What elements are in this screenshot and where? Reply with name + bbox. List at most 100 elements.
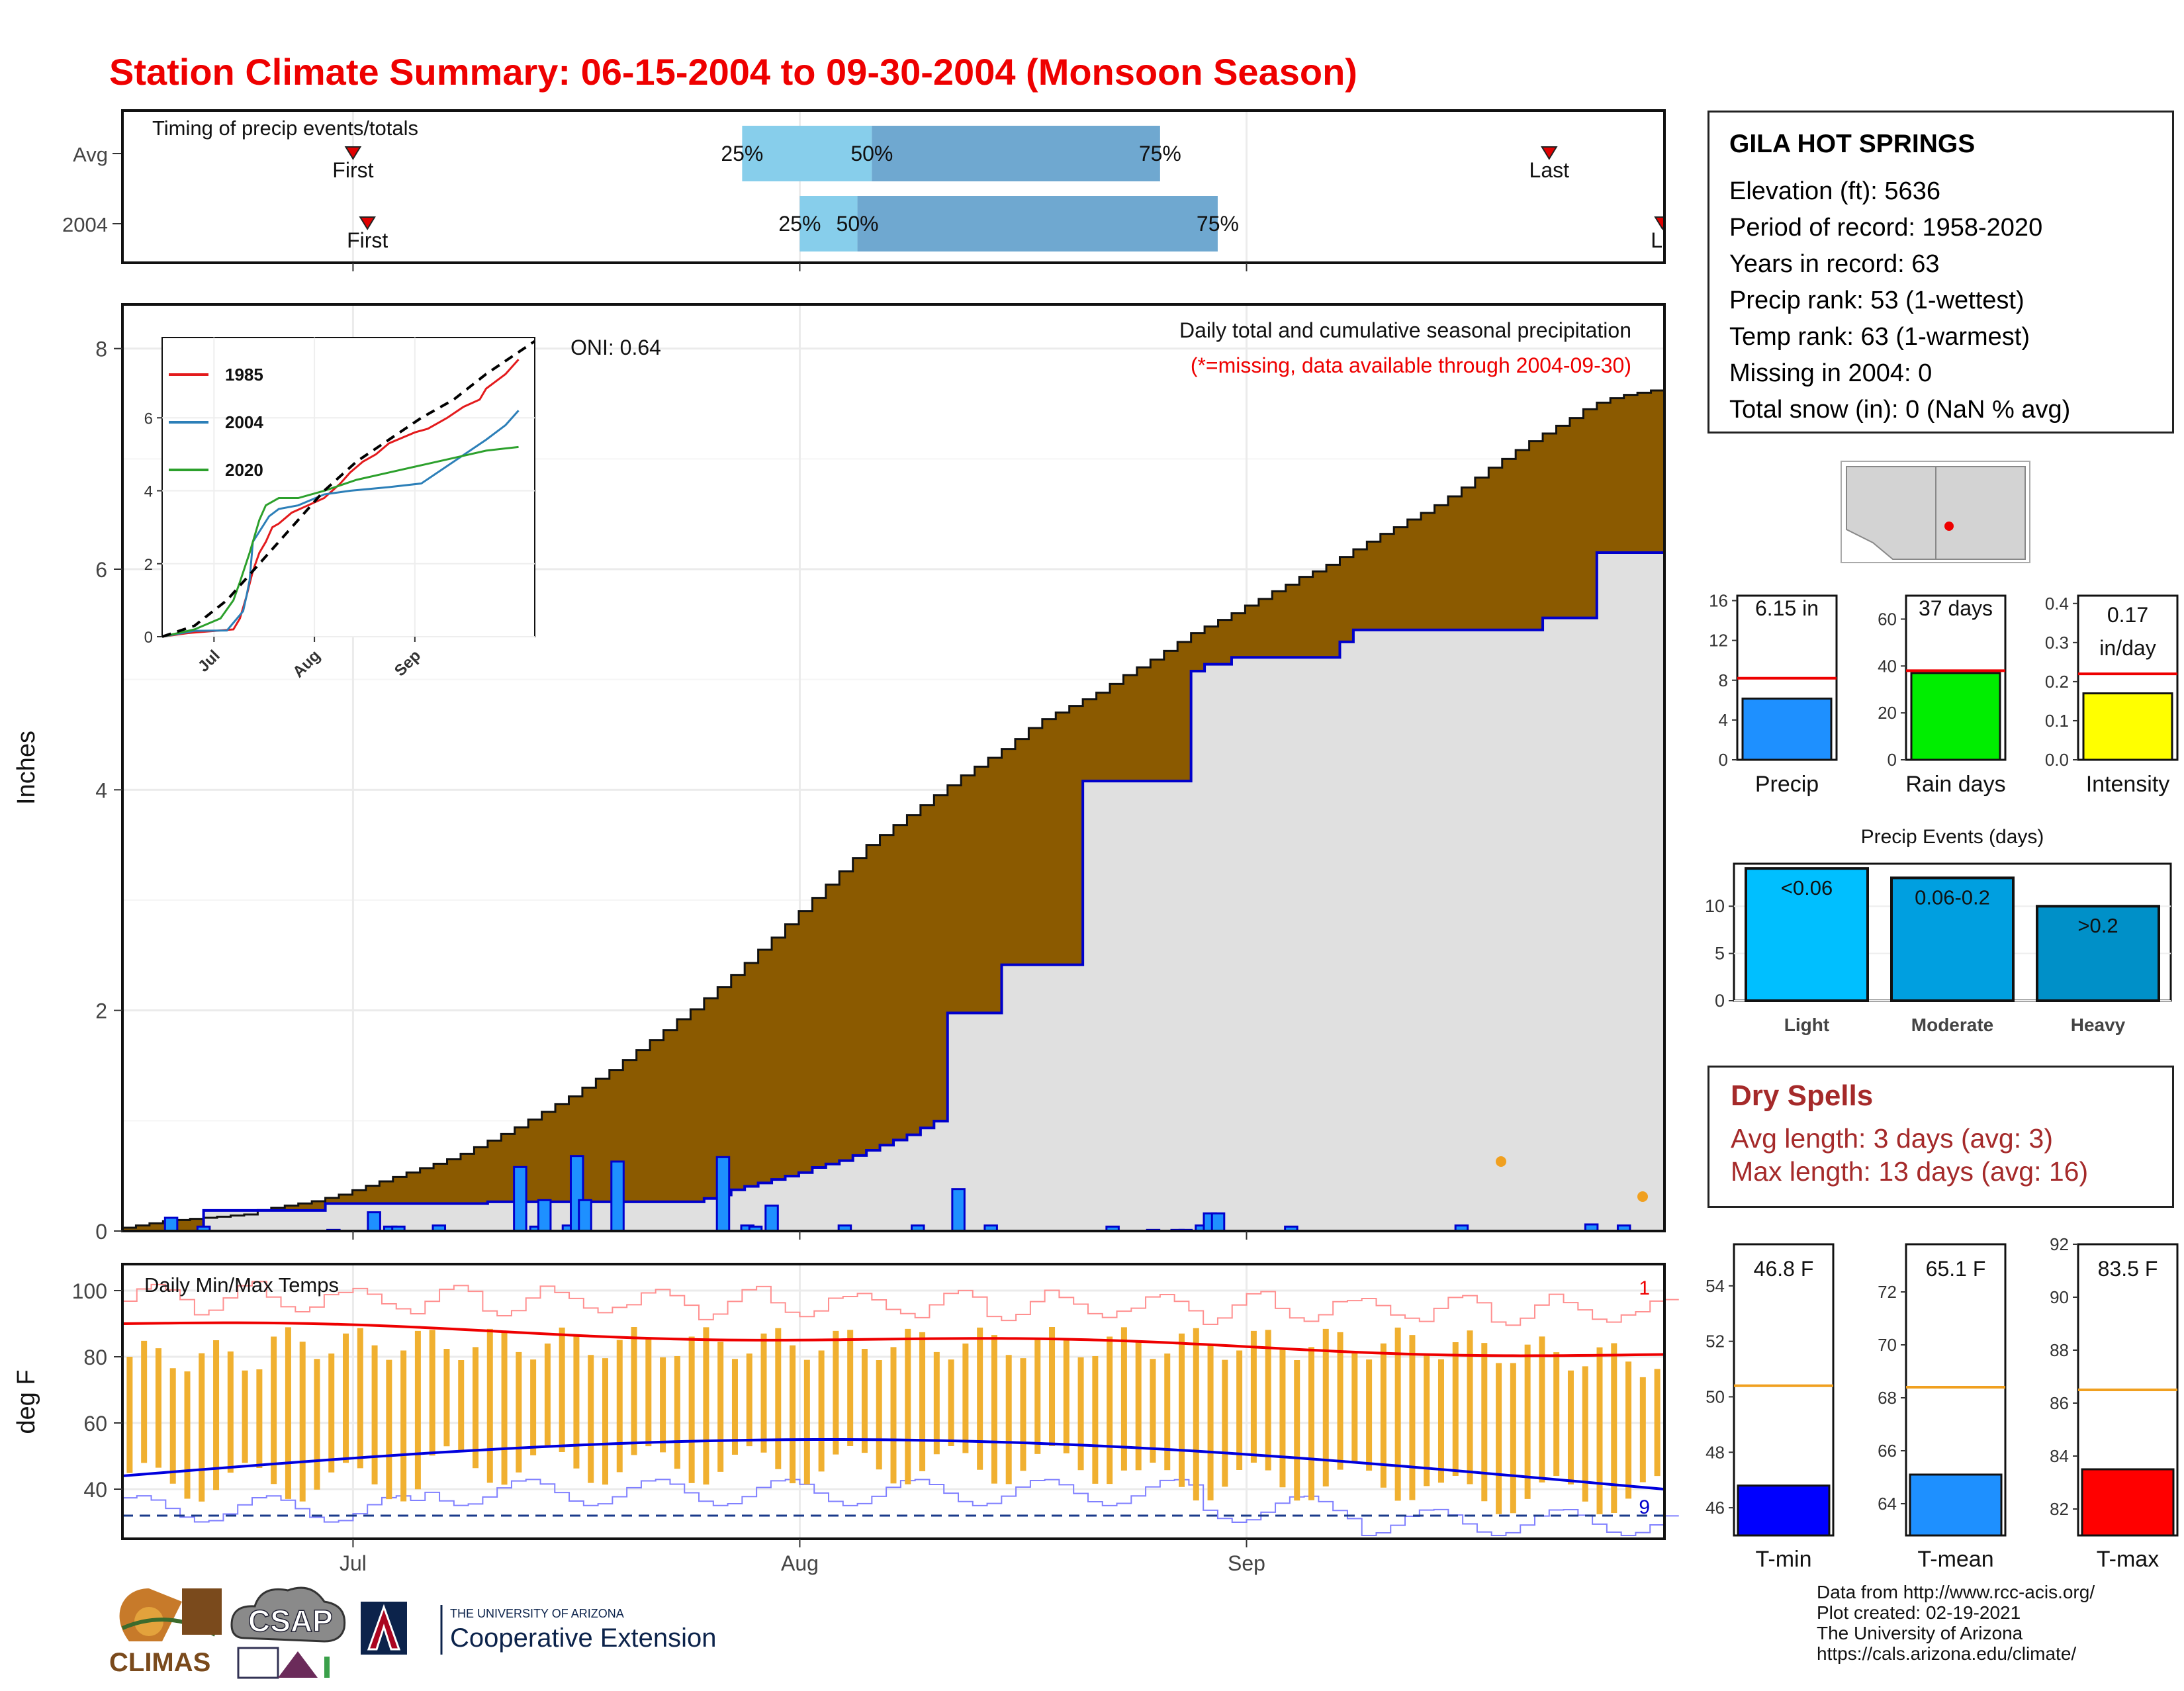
mini-tmax-label: T-max [2097, 1547, 2159, 1572]
mini-tmin-bar [1737, 1485, 1831, 1537]
inset-ytick-label: 2 [144, 556, 153, 574]
timing-pct-label: 75% [1139, 142, 1181, 165]
mini-raindays-ytick-label: 20 [1878, 703, 1897, 723]
mini-tmean-ytick-label: 68 [1878, 1388, 1897, 1408]
timing-first-marker-label: First [332, 158, 373, 182]
record-high-count: 1 [1639, 1277, 1650, 1299]
station-lines: Elevation (ft): 5636 Period of record: 19… [1729, 173, 2152, 428]
timing-panel: Timing of precip events/totals Avg 2004 25%… [62, 99, 1699, 271]
dry-spells-max: Max length: 13 days (avg: 16) [1731, 1156, 2089, 1187]
ua-logo: THE UNIVERSITY OF ARIZONA Cooperative Ex… [361, 1602, 716, 1655]
precip-events-bar [1890, 876, 2015, 1003]
max-marker [1637, 1191, 1648, 1202]
csap-logo: CSAP [230, 1586, 346, 1679]
precip-ytick-label: 0 [95, 1220, 107, 1244]
daily-precip-bar [764, 1205, 779, 1232]
station-line: Period of record: 1958-2020 [1729, 214, 2043, 242]
mini-intensity-bar [2082, 692, 2173, 761]
precip-events-category: Moderate [1911, 1015, 1993, 1035]
inset-legend-label: 2004 [225, 412, 263, 432]
temp-ytick-label: 80 [83, 1346, 107, 1369]
page-title: Station Climate Summary: 06-15-2004 to 0… [109, 51, 1357, 93]
dry-spells-box: Dry Spells Avg length: 3 days (avg: 3) M… [1707, 1066, 2174, 1208]
mini-tmean-bar [1909, 1473, 2003, 1537]
inset-ytick-label: 4 [144, 483, 153, 501]
precip-events-category: Heavy [2071, 1015, 2126, 1035]
precip-panel-title: Daily total and cumulative seasonal prec… [1179, 318, 1631, 342]
station-line: Total snow (in): 0 (NaN % avg) [1729, 396, 2071, 424]
timing-first-marker-label: First [347, 228, 388, 252]
timing-label: Timing of precip events/totals [152, 116, 418, 140]
precip-events-ytick-label: 0 [1715, 991, 1725, 1011]
timing-pct-label: 50% [850, 142, 893, 165]
temp-ylabel: deg F [13, 1369, 40, 1434]
inset-series-line [161, 340, 536, 638]
temp-xtick-label: Aug [781, 1551, 819, 1575]
station-line: Temp rank: 63 (1-warmest) [1729, 323, 2030, 351]
temp-xtick-label: Jul [340, 1551, 367, 1575]
station-location-dot [1944, 522, 1954, 531]
timing-first-marker [359, 216, 376, 230]
mini-raindays-label: Rain days [1905, 772, 2005, 797]
mini-tmax-value: 83.5 F [2098, 1257, 2158, 1281]
footer-line-1: Data from http://www.rcc-acis.org/ [1817, 1582, 2095, 1602]
mini-intensity-ytick-label: 0.4 [2045, 594, 2069, 614]
timing-pct-label: 25% [721, 142, 763, 165]
mini-intensity-ytick-label: 0.3 [2045, 633, 2069, 653]
mini-tmin-label: T-min [1756, 1547, 1812, 1572]
timing-clip [1666, 99, 1699, 271]
mini-tmax-ytick-label: 82 [2050, 1499, 2069, 1519]
precip-ytick-label: 8 [95, 338, 107, 361]
inset-frame [161, 337, 535, 637]
timing-bar-light [742, 126, 872, 181]
oni-label: ONI: 0.64 [570, 336, 661, 359]
precip-ytick-label: 4 [95, 778, 107, 802]
precip-ylabel: Inches [13, 731, 40, 805]
temp-ytick-label: 40 [83, 1478, 107, 1502]
precip-events-bar [2036, 905, 2160, 1002]
mini-tmean-ytick-label: 66 [1878, 1441, 1897, 1461]
mini-tmin-ytick-label: 46 [1706, 1498, 1725, 1518]
record-low-count: 9 [1639, 1496, 1650, 1518]
daily-precip-bar [1210, 1212, 1226, 1232]
mini-tmin-ytick-label: 52 [1706, 1332, 1725, 1351]
footer-line-2: Plot created: 02-19-2021 [1817, 1602, 2021, 1623]
inset-series-line [161, 445, 519, 638]
precip-events-title: Precip Events (days) [1861, 826, 2044, 848]
station-line: Years in record: 63 [1729, 250, 1940, 278]
mini-intensity-label: Intensity [2086, 772, 2170, 797]
temp-ytick-label: 100 [72, 1279, 107, 1303]
mini-tmean-ytick-label: 70 [1878, 1335, 1897, 1355]
precip-ytick-label: 2 [95, 999, 107, 1023]
avg-high-line [122, 1321, 1665, 1357]
mini-precip-charts: 0 4 8 12 16 6.15 in Precip 0 20 40 60 37 days Rain d… [1709, 591, 2179, 797]
daily-precip-bar [537, 1199, 552, 1232]
station-info-box: GILA HOT SPRINGS Elevation (ft): 5636 Per… [1707, 111, 2174, 434]
mini-raindays-bar [1910, 672, 2001, 761]
precip-panel-subtitle: (*=missing, data available through 2004-… [1191, 353, 1631, 377]
timing-last-marker-label: Last [1529, 158, 1570, 182]
logo-row: CLIMAS CSAP THE UNIVERSITY OF ARIZONA Co… [109, 1586, 716, 1679]
ua-small-text: THE UNIVERSITY OF ARIZONA [450, 1607, 624, 1620]
inset-legend-label: 1985 [225, 365, 263, 385]
avg-low-line [122, 1438, 1665, 1491]
mini-tmin-ytick-label: 50 [1706, 1387, 1725, 1406]
map-new-mexico [1935, 466, 2026, 560]
timing-bar-dark [872, 126, 1160, 181]
timing-pct-label: 50% [837, 212, 879, 236]
csap-logo-text: CSAP [248, 1604, 333, 1638]
mini-intensity-ytick-label: 0.2 [2045, 672, 2069, 692]
mini-tmax-ytick-label: 86 [2050, 1393, 2069, 1413]
mini-intensity-value: 0.17 [2107, 603, 2148, 627]
timing-pct-label: 75% [1197, 212, 1239, 236]
inset-ytick-label: 0 [144, 629, 153, 647]
station-line: Elevation (ft): 5636 [1729, 177, 1940, 205]
mini-tmin-value: 46.8 F [1754, 1257, 1814, 1281]
mini-raindays-ytick-label: 40 [1878, 656, 1897, 676]
mini-tmax-ytick-label: 84 [2050, 1446, 2069, 1466]
mini-tmean-ytick-label: 72 [1878, 1282, 1897, 1302]
dry-spells-title: Dry Spells [1731, 1079, 1874, 1112]
mini-tmax-ytick-label: 88 [2050, 1340, 2069, 1360]
precip-events-bar-label: >0.2 [2077, 914, 2118, 937]
temp-xtick-label: Sep [1228, 1551, 1265, 1575]
